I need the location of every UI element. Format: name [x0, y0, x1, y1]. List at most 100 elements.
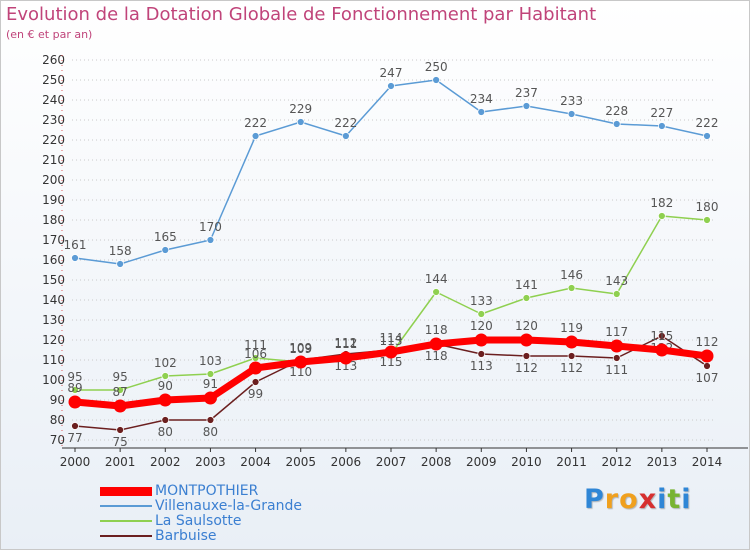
data-label: 228	[605, 104, 628, 118]
legend-label: La Saulsotte	[155, 513, 242, 529]
data-point	[612, 120, 621, 128]
data-label: 115	[650, 329, 673, 343]
x-tick-label: 2005	[285, 455, 316, 469]
data-label: 87	[113, 385, 128, 399]
y-tick-label: 140	[42, 293, 65, 307]
data-point	[161, 372, 170, 380]
data-label: 103	[199, 354, 222, 368]
series-villenauxe-la-grande: 161 158 165 170 222 229 222 247 250 234 237 233 228 2…	[64, 60, 719, 268]
x-tick-label: 2012	[601, 455, 632, 469]
data-label: 222	[696, 116, 719, 130]
data-label: 95	[113, 370, 128, 384]
data-point	[116, 426, 125, 434]
y-tick-label: 220	[42, 133, 65, 147]
data-label: 107	[696, 371, 719, 385]
data-point	[522, 294, 531, 302]
x-tick-label: 2014	[692, 455, 723, 469]
data-point	[657, 332, 666, 340]
data-point	[477, 350, 486, 358]
data-point	[294, 355, 308, 369]
data-point	[477, 108, 486, 116]
series-montpothier: 89 87 90 91 106 109 111 114 118 120 120 119 117 115 11…	[67, 319, 718, 413]
data-point	[657, 212, 666, 220]
y-tick-label: 230	[42, 113, 65, 127]
data-label: 144	[425, 272, 448, 286]
data-label: 222	[334, 116, 357, 130]
data-point	[522, 102, 531, 110]
data-point	[612, 354, 621, 362]
data-point	[477, 310, 486, 318]
data-point	[296, 118, 305, 126]
legend-swatch	[100, 505, 152, 507]
data-point	[567, 352, 576, 360]
data-point	[429, 337, 443, 351]
y-tick-label: 170	[42, 233, 65, 247]
data-point	[71, 386, 79, 394]
data-point	[519, 333, 533, 347]
data-point	[612, 290, 621, 298]
x-tick-label: 2001	[105, 455, 136, 469]
x-tick-label: 2007	[376, 455, 407, 469]
data-label: 143	[605, 274, 628, 288]
logo-letter: P	[584, 484, 605, 515]
data-label: 113	[334, 359, 357, 373]
data-label: 158	[109, 244, 132, 258]
data-label: 75	[113, 435, 128, 449]
data-point	[71, 254, 79, 262]
x-tick-label: 2011	[556, 455, 587, 469]
data-point	[610, 339, 624, 353]
y-tick-label: 70	[50, 433, 65, 447]
data-point	[703, 362, 711, 370]
data-point	[432, 76, 441, 84]
data-label: 110	[289, 365, 312, 379]
x-tick-label: 2004	[240, 455, 271, 469]
data-point	[203, 391, 217, 405]
data-label: 133	[470, 294, 493, 308]
data-label: 233	[560, 94, 583, 108]
data-point	[339, 351, 353, 365]
data-label: 106	[244, 347, 267, 361]
data-point	[249, 361, 263, 375]
data-label: 180	[696, 200, 719, 214]
data-point	[116, 386, 125, 394]
chart-subtitle: (en € et par an)	[6, 28, 93, 41]
data-label: 112	[696, 335, 719, 349]
y-tick-label: 110	[42, 353, 65, 367]
data-label: 118	[425, 349, 448, 363]
y-tick-label: 100	[42, 373, 65, 387]
legend-label: Villenauxe-la-Grande	[155, 498, 302, 514]
data-label: 237	[515, 86, 538, 100]
chart-title: Evolution de la Dotation Globale de Fonc…	[6, 4, 597, 25]
data-label: 115	[380, 355, 403, 369]
data-label: 91	[203, 377, 218, 391]
data-label: 112	[334, 336, 357, 350]
x-tick-label: 2009	[466, 455, 497, 469]
data-label: 99	[248, 387, 263, 401]
y-tick-label: 250	[42, 73, 65, 87]
data-label: 109	[289, 341, 312, 355]
legend-swatch	[100, 487, 152, 496]
data-label: 111	[334, 337, 357, 351]
data-label: 113	[380, 334, 403, 348]
legend-label: Barbuise	[155, 528, 217, 544]
y-tick-label: 200	[42, 173, 65, 187]
logo-letter: o	[619, 484, 639, 515]
y-tick-label: 90	[50, 393, 65, 407]
data-label: 146	[560, 268, 583, 282]
data-point	[116, 260, 125, 268]
data-label: 111	[605, 363, 628, 377]
y-tick-label: 190	[42, 193, 65, 207]
data-label: 250	[425, 60, 448, 74]
data-point	[161, 246, 170, 254]
data-label: 170	[199, 220, 222, 234]
data-point	[565, 335, 579, 349]
x-tick-label: 2003	[195, 455, 226, 469]
data-point	[251, 354, 260, 362]
logo-letter: i	[681, 484, 692, 515]
series-barbuise: 7775808099110113115118113112112111122107	[67, 332, 719, 449]
data-label: 112	[515, 361, 538, 375]
data-label: 95	[67, 370, 82, 384]
y-tick-label: 120	[42, 333, 65, 347]
data-label: 112	[560, 361, 583, 375]
data-point	[158, 393, 172, 407]
